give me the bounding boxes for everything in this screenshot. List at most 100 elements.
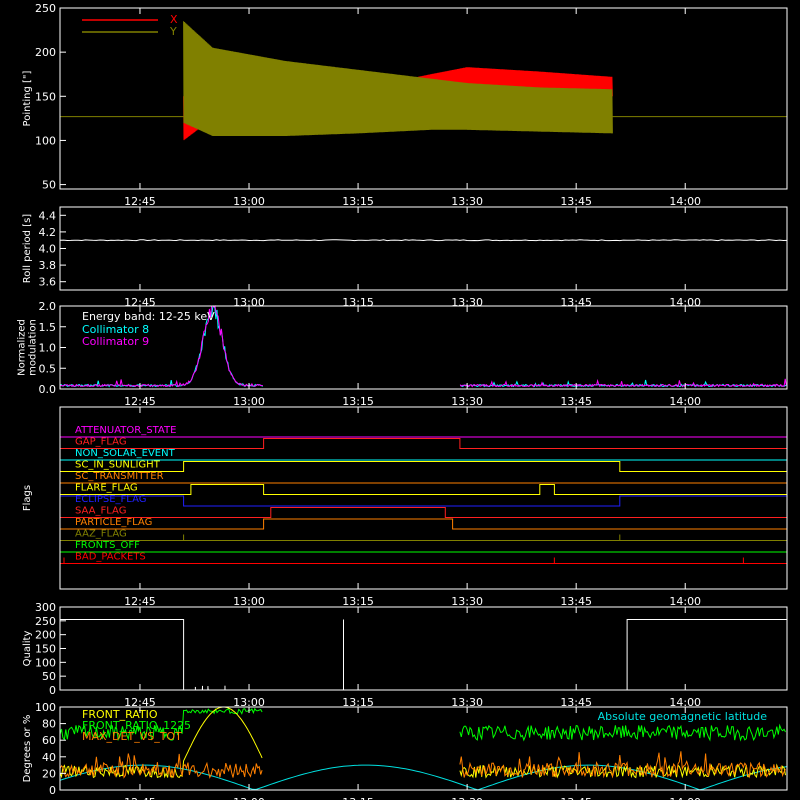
panel-2-xtick-label-0: 12:45	[124, 395, 156, 408]
ratio-legend-2: MAX_DET_VS_TOT	[82, 730, 182, 743]
flag-line-5	[60, 484, 787, 495]
modulation-collimator-9-a	[59, 305, 263, 388]
ratio-front-1225-a	[59, 707, 263, 742]
panel-4-xtick-label-5: 14:00	[669, 696, 701, 709]
flag-label-8: PARTICLE_FLAG	[75, 517, 152, 528]
panel-4-ytick-label-4: 200	[35, 629, 56, 642]
panel-2-xtick-label-3: 13:30	[451, 395, 483, 408]
panel-4-xtick-label-4: 13:45	[560, 696, 592, 709]
flag-line-6	[59, 495, 788, 507]
panel-0-xtick-label-3: 13:30	[451, 195, 483, 208]
panel-4-ytick-label-0: 0	[49, 684, 56, 697]
panel-0-xtick-label-2: 13:15	[342, 195, 374, 208]
panel-0-frame	[59, 7, 788, 190]
panel-5-ytick-label-5: 100	[35, 701, 56, 714]
panel-0-ylabel: Pointing ["]	[22, 70, 33, 126]
panel-1-ytick-label-2: 4.0	[39, 243, 57, 256]
panel-4-ytick-label-2: 100	[35, 656, 56, 669]
flag-label-7: SAA_FLAG	[75, 506, 126, 517]
panel-2-ylabel-1: modulation	[28, 319, 39, 376]
ratio-legend-1: FRONT_RATIO_1225	[82, 719, 191, 732]
panel-5-frame	[59, 706, 788, 791]
panel-0-xtick-label-4: 13:45	[560, 195, 592, 208]
modulation-collimator-9-b	[459, 378, 787, 388]
ratio-front-1225-b	[459, 723, 786, 742]
panel-5-xtick-label-4: 13:45	[560, 796, 592, 800]
panel-0-ytick-label-3: 200	[35, 46, 56, 59]
panel-3-xtick-label-2: 13:15	[342, 595, 374, 608]
panel-1-ytick-label-1: 3.8	[39, 259, 57, 272]
panel-4-xtick-label-0: 12:45	[124, 696, 156, 709]
panel-3-xtick-label-1: 13:00	[233, 595, 265, 608]
panel-4-ylabel: Quality	[22, 631, 33, 667]
flag-label-11: BAD_PACKETS	[75, 552, 146, 563]
panel-2-xtick-label-2: 13:15	[342, 395, 374, 408]
modulation-legend-0: Collimator 8	[82, 323, 149, 336]
panel-1-ylabel: Roll period [s]	[22, 214, 33, 283]
flag-label-0: ATTENUATOR_STATE	[75, 425, 176, 436]
panel-2-ytick-label-2: 1.0	[39, 342, 57, 355]
panel-5-xtick-label-2: 13:15	[342, 796, 374, 800]
panel-2-ytick-label-4: 2.0	[39, 300, 57, 313]
panel-5-ytick-label-4: 80	[42, 718, 56, 731]
panel-4-xtick-label-2: 13:15	[342, 696, 374, 709]
panel-3-frame	[59, 406, 788, 590]
panel-3-xtick-label-4: 13:45	[560, 595, 592, 608]
flag-label-1: GAP_FLAG	[75, 437, 127, 448]
panel-5-ytick-label-3: 60	[42, 734, 56, 747]
flag-label-3: SC_IN_SUNLIGHT	[75, 460, 161, 471]
panel-5-ylabel: Degrees or %	[22, 715, 33, 783]
panel-3-ylabel: Flags	[22, 485, 33, 511]
pointing-plot	[60, 21, 787, 141]
panel-5-ytick-label-1: 20	[42, 767, 56, 780]
ratio-max-det-a	[59, 753, 263, 779]
flag-line-3	[60, 461, 787, 472]
panel-2-ytick-label-0: 0.0	[39, 383, 57, 396]
flag-label-5: FLARE_FLAG	[75, 483, 138, 494]
pointing-legend-label-1: Y	[169, 25, 177, 38]
quality-series	[60, 619, 787, 691]
flag-line-7	[60, 507, 787, 518]
panel-2-ytick-label-3: 1.5	[39, 321, 57, 334]
panel-1-ytick-label-3: 4.2	[39, 226, 57, 239]
flag-label-6: ECLIPSE_FLAG	[75, 494, 146, 505]
modulation-legend-title: Energy band: 12-25 keV	[82, 310, 215, 323]
ratio-legend-0: FRONT_RATIO	[82, 708, 158, 721]
flag-label-10: FRONTS_OFF	[75, 540, 140, 551]
ratio-max-det-b	[459, 751, 786, 779]
panel-3-xtick-label-0: 12:45	[124, 595, 156, 608]
flag-line-1	[60, 438, 787, 449]
ratio-legend-3: Absolute geomagnetic latitude	[598, 710, 768, 723]
panel-2-xtick-label-1: 13:00	[233, 395, 265, 408]
panel-0-ytick-label-0: 50	[42, 179, 56, 192]
panel-5-ytick-label-2: 40	[42, 751, 56, 764]
panel-2-xtick-label-5: 14:00	[669, 395, 701, 408]
panel-1-ytick-label-0: 3.6	[39, 276, 57, 289]
modulation-legend-1: Collimator 9	[82, 335, 149, 348]
flag-line-8	[60, 518, 787, 530]
pointing-series-y	[183, 21, 613, 137]
panel-4-ytick-label-6: 300	[35, 601, 56, 614]
panel-5-xtick-label-0: 12:45	[124, 796, 156, 800]
panel-2-ytick-label-1: 0.5	[39, 362, 57, 375]
panel-0-xtick-label-0: 12:45	[124, 195, 156, 208]
flag-label-4: SC_TRANSMITTER	[75, 471, 164, 482]
panel-4-ytick-label-3: 150	[35, 643, 56, 656]
panel-4-xtick-label-1: 13:00	[233, 696, 265, 709]
panel-2-ylabel-0: Normalized	[17, 319, 28, 376]
panel-0-ytick-label-4: 250	[35, 2, 56, 15]
panel-4-xtick-label-3: 13:30	[451, 696, 483, 709]
panel-0-ytick-label-1: 100	[35, 134, 56, 147]
flag-label-9: AAZ_FLAG	[75, 529, 127, 540]
panel-1-frame	[59, 206, 788, 291]
ratio-geomag-latitude	[59, 764, 788, 791]
panel-4-ytick-label-5: 250	[35, 615, 56, 628]
pointing-legend-label-0: X	[170, 13, 178, 26]
panel-5-ytick-label-0: 0	[49, 784, 56, 797]
panel-5-xtick-label-1: 13:00	[233, 796, 265, 800]
panel-5-xtick-label-5: 14:00	[669, 796, 701, 800]
panel-0-xtick-label-1: 13:00	[233, 195, 265, 208]
panel-0-ytick-label-2: 150	[35, 90, 56, 103]
ratio-front-b	[459, 763, 786, 779]
